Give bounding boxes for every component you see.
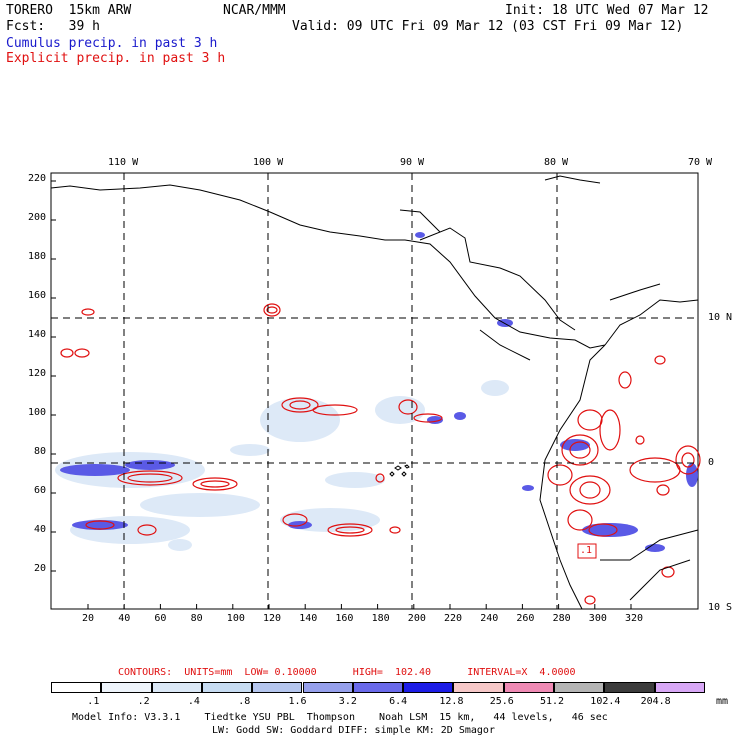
legend-swatch [403, 682, 454, 693]
min-marker-label: .1 [580, 545, 593, 556]
init-time: Init: 18 UTC Wed 07 Mar 12 [505, 3, 709, 18]
forecast-hour: Fcst: 39 h [6, 19, 100, 34]
x-tick-label: 60 [154, 613, 167, 624]
legend-value: 6.4 [389, 696, 408, 707]
y-tick-label: 100 [27, 407, 46, 418]
y-tick-label: 60 [33, 485, 46, 496]
x-tick-label: 260 [516, 613, 535, 624]
x-tick-label: 120 [263, 613, 282, 624]
min-marker-box [577, 543, 597, 559]
model-info-line-1: Model Info: V3.3.1 Tiedtke YSU PBL Thomp… [72, 712, 608, 723]
x-tick-label: 300 [588, 613, 607, 624]
legend-swatch [352, 682, 404, 693]
y-tick-label: 20 [33, 563, 46, 574]
x-tick-label: 180 [371, 613, 390, 624]
y-tick-label: 120 [27, 368, 46, 379]
y-tick-label: 40 [33, 524, 46, 535]
model-title: TORERO 15km ARW [6, 3, 132, 18]
x-tick-label: 140 [299, 613, 318, 624]
coastlines [50, 175, 699, 610]
legend-swatch [252, 682, 303, 693]
y-tick-label: 160 [27, 290, 46, 301]
axis-ticks [51, 180, 632, 609]
org-label: NCAR/MMM [223, 3, 286, 18]
legend-swatch [101, 682, 152, 693]
x-tick-label: 280 [552, 613, 571, 624]
legend-swatch [654, 682, 705, 693]
x-tick-label: 160 [335, 613, 354, 624]
lon-label-70w: 70 W [688, 157, 713, 168]
x-tick-label: 100 [226, 613, 245, 624]
lat-label-10s: 10 S [708, 602, 733, 613]
y-tick-label: 180 [27, 251, 46, 262]
lat-label-0: 0 [708, 457, 715, 468]
legend-value: 3.2 [338, 696, 357, 707]
x-tick-label: 220 [444, 613, 463, 624]
cumulus-precip-heavy [60, 232, 698, 552]
legend-value: 102.4 [590, 696, 621, 707]
cumulus-precip-label: Cumulus precip. in past 3 h [6, 36, 218, 51]
x-tick-label: 20 [82, 613, 95, 624]
explicit-precip-label: Explicit precip. in past 3 h [6, 51, 226, 66]
legend-value: .4 [187, 696, 200, 707]
y-tick-label: 200 [27, 212, 46, 223]
legend-unit: mm [716, 696, 729, 707]
contours-info: CONTOURS: UNITS=mm LOW= 0.10000 HIGH= 10… [118, 667, 576, 678]
legend-value: .1 [87, 696, 100, 707]
valid-time: Valid: 09 UTC Fri 09 Mar 12 (03 CST Fri … [292, 19, 684, 34]
legend-value: 12.8 [439, 696, 464, 707]
graticule [51, 173, 698, 609]
lat-label-10n: 10 N [708, 312, 733, 323]
legend-value: .8 [238, 696, 251, 707]
explicit-precip-contours [60, 303, 701, 605]
x-tick-label: 240 [480, 613, 499, 624]
legend-value: .2 [137, 696, 150, 707]
model-info-line-2: LW: Godd SW: Goddard DIFF: simple KM: 2D… [212, 725, 495, 736]
legend-swatch [51, 682, 102, 693]
legend-swatch [503, 682, 554, 693]
y-tick-label: 80 [33, 446, 46, 457]
legend-value: 51.2 [540, 696, 565, 707]
lon-label-100w: 100 W [253, 157, 284, 168]
legend-swatch [554, 682, 605, 693]
legend-swatch [453, 682, 504, 693]
y-tick-label: 140 [27, 329, 46, 340]
lon-label-90w: 90 W [400, 157, 425, 168]
x-tick-label: 320 [625, 613, 644, 624]
lon-label-110w: 110 W [108, 157, 139, 168]
legend-value: 204.8 [640, 696, 671, 707]
legend-swatch [201, 682, 253, 693]
legend-value: 1.6 [288, 696, 307, 707]
x-tick-label: 40 [118, 613, 131, 624]
legend-swatch [302, 682, 353, 693]
legend-value: 25.6 [489, 696, 514, 707]
legend-swatch [604, 682, 655, 693]
x-tick-label: 200 [407, 613, 426, 624]
x-tick-label: 80 [190, 613, 203, 624]
legend-swatch [151, 682, 202, 693]
y-tick-label: 220 [27, 173, 46, 184]
lon-label-80w: 80 W [544, 157, 569, 168]
